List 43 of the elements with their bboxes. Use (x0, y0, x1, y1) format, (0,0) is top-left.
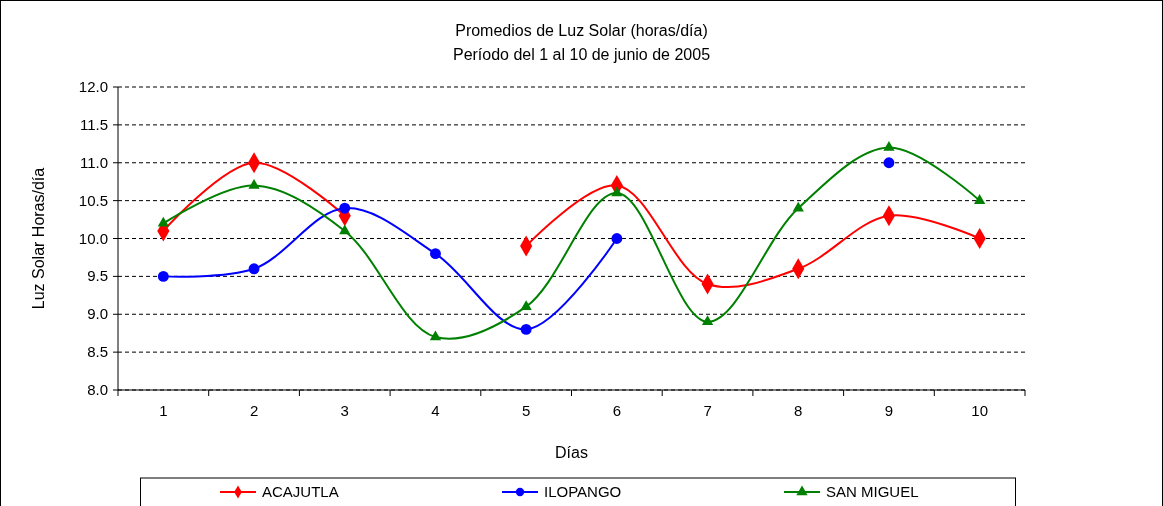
x-tick-label: 9 (884, 402, 894, 419)
y-tick-label: 12.0 (78, 78, 108, 95)
point (339, 224, 351, 235)
point (883, 157, 895, 169)
point (883, 141, 895, 151)
point (157, 216, 169, 227)
point (611, 233, 623, 244)
y-tick-label: 9.0 (87, 305, 108, 323)
x-tick-label: 6 (612, 402, 622, 419)
x-tick-label: 8 (794, 402, 803, 419)
point (430, 248, 441, 260)
legend-label: ACAJUTLA (262, 483, 339, 500)
point (157, 270, 169, 282)
point (701, 315, 714, 326)
point (339, 202, 351, 214)
y-tick-label: 8.5 (87, 343, 108, 361)
x-tick-label: 2 (249, 402, 259, 419)
y-tick-label: 10.0 (78, 229, 108, 247)
y-tick-label: 8.0 (87, 381, 108, 398)
x-tick-label: 1 (159, 402, 168, 419)
x-axis-title: Días (555, 444, 588, 461)
y-tick-label: 11.5 (79, 115, 108, 133)
point (520, 323, 532, 335)
y-tick-label: 11.0 (79, 153, 108, 171)
point (248, 178, 260, 189)
point (792, 201, 804, 212)
x-tick-label: 4 (431, 402, 440, 419)
x-tick-label: 7 (703, 402, 712, 419)
y-tick-label: 10.5 (78, 191, 108, 209)
x-tick-label: 5 (521, 402, 531, 419)
legend-label: SAN MIGUEL (826, 483, 919, 500)
y-tick-label: 9.5 (87, 267, 108, 285)
legend-label: ILOPANGO (544, 483, 622, 500)
point (974, 194, 986, 204)
point (248, 263, 260, 275)
y-axis-title: Luz Solar Horas/día (30, 167, 47, 310)
chart-title: Promedios de Luz Solar (horas/día) (455, 22, 708, 39)
point (520, 300, 532, 310)
point (611, 186, 623, 197)
x-tick-label: 10 (971, 402, 988, 419)
point (429, 330, 442, 341)
x-tick-label: 3 (340, 402, 349, 419)
chart-subtitle: Período del 1 al 10 de junio de 2005 (452, 46, 711, 63)
